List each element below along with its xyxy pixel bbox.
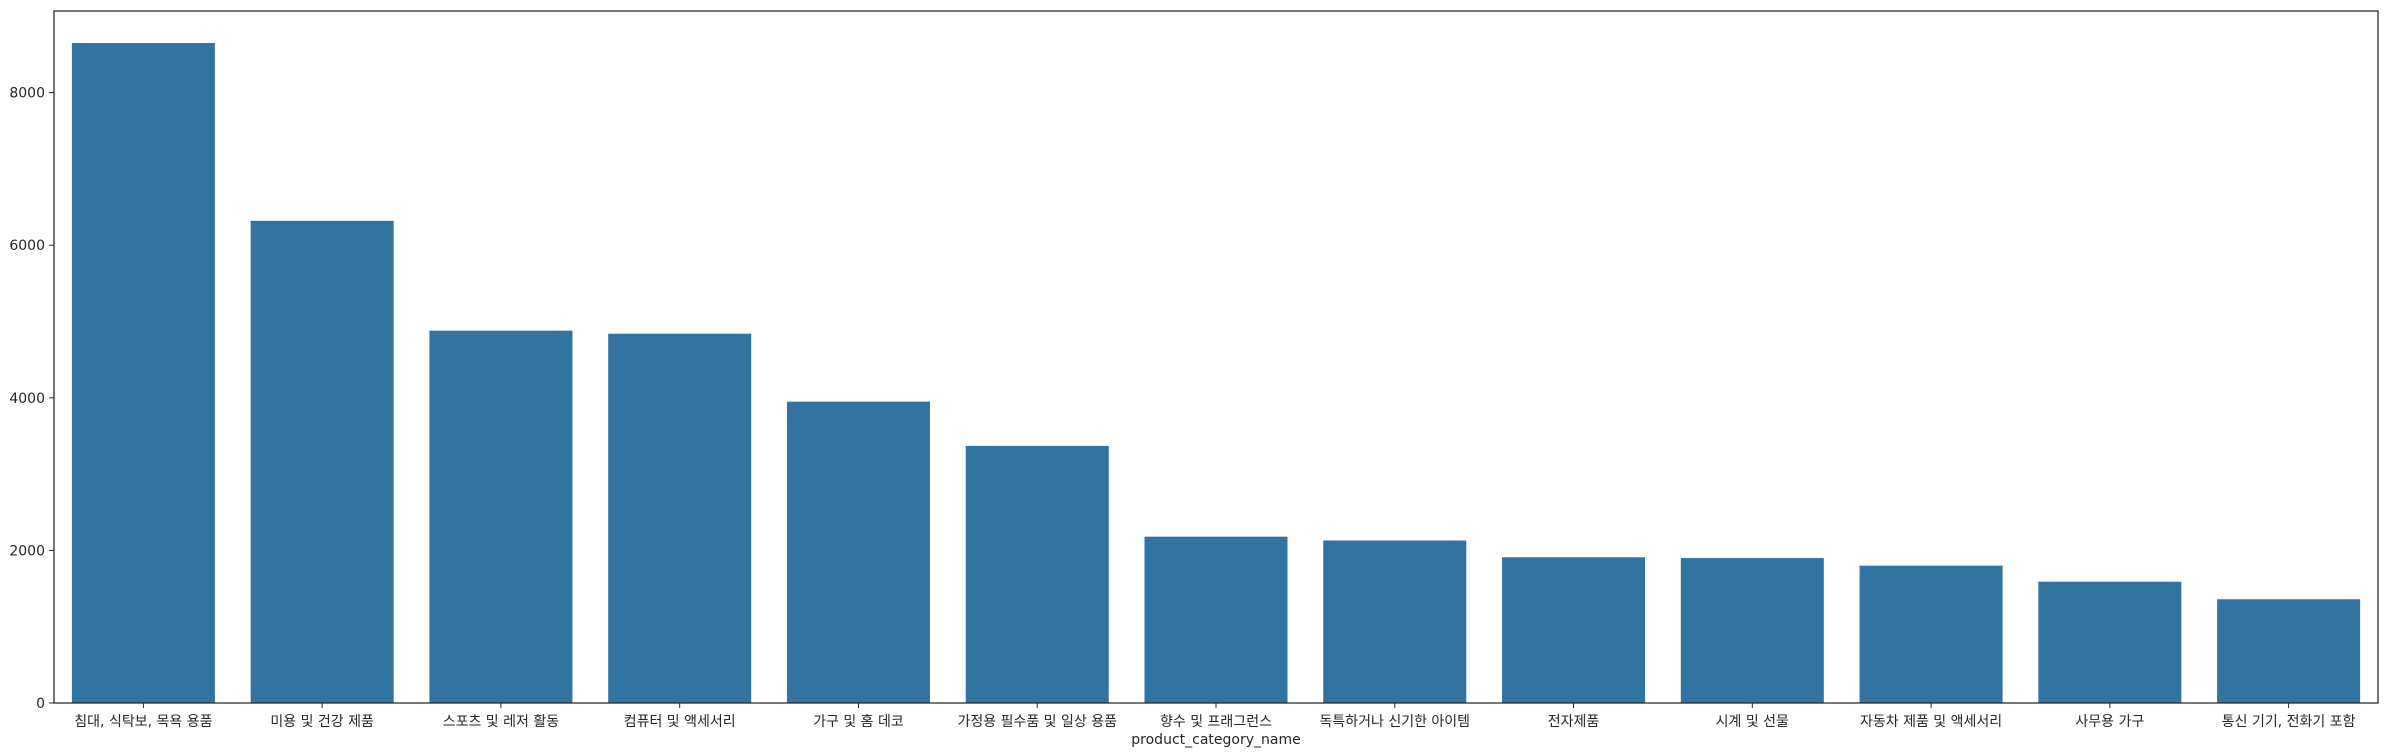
x-tick-label: 시계 및 선물 <box>1716 714 1789 730</box>
bar-9 <box>1680 558 1824 703</box>
y-tick-label: 2000 <box>9 543 45 559</box>
x-tick-label: 가정용 필수품 및 일상 용품 <box>957 714 1117 730</box>
x-tick-label: 침대, 식탁보, 목욕 용품 <box>74 714 212 730</box>
bars-group <box>71 43 2361 704</box>
x-axis-ticks: 침대, 식탁보, 목욕 용품 미용 및 건강 제품 스포츠 및 레저 활동 컴퓨터 및… <box>74 703 2356 730</box>
bar-6 <box>1144 536 1288 703</box>
bar-12 <box>2217 599 2361 703</box>
y-tick-label: 8000 <box>9 86 45 102</box>
plot-frame <box>53 10 2379 704</box>
bar-2 <box>429 330 573 703</box>
bar-0 <box>71 43 215 703</box>
x-tick-label: 가구 및 홈 데코 <box>813 714 904 730</box>
x-tick-label: 전자제품 <box>1548 714 1600 730</box>
x-tick-label: 미용 및 건강 제품 <box>270 714 374 730</box>
x-tick-label: 자동차 제품 및 액세서리 <box>1860 714 2002 730</box>
x-axis-label: product_category_name <box>1131 732 1300 748</box>
y-tick-label: 6000 <box>9 238 45 254</box>
bar-5 <box>965 445 1109 703</box>
x-tick-label: 스포츠 및 레저 활동 <box>443 714 560 730</box>
x-tick-label: 컴퓨터 및 액세서리 <box>624 714 736 730</box>
bar-8 <box>1502 557 1646 703</box>
bar-3 <box>608 333 752 703</box>
bar-7 <box>1323 540 1467 703</box>
x-tick-label: 사무용 가구 <box>2075 714 2144 730</box>
x-tick-label: 독특하거나 신기한 아이템 <box>1319 714 1470 730</box>
bar-4 <box>786 401 930 703</box>
y-tick-label: 4000 <box>9 391 45 407</box>
y-axis-ticks: 0 2000 4000 6000 8000 <box>9 86 54 712</box>
x-tick-label: 향수 및 프래그런스 <box>1160 714 1272 730</box>
bar-11 <box>2038 581 2182 703</box>
y-tick-label: 0 <box>36 696 45 712</box>
x-tick-label: 통신 기기, 전화기 포함 <box>2222 714 2356 730</box>
bar-10 <box>1859 565 2003 703</box>
bar-1 <box>250 220 394 704</box>
